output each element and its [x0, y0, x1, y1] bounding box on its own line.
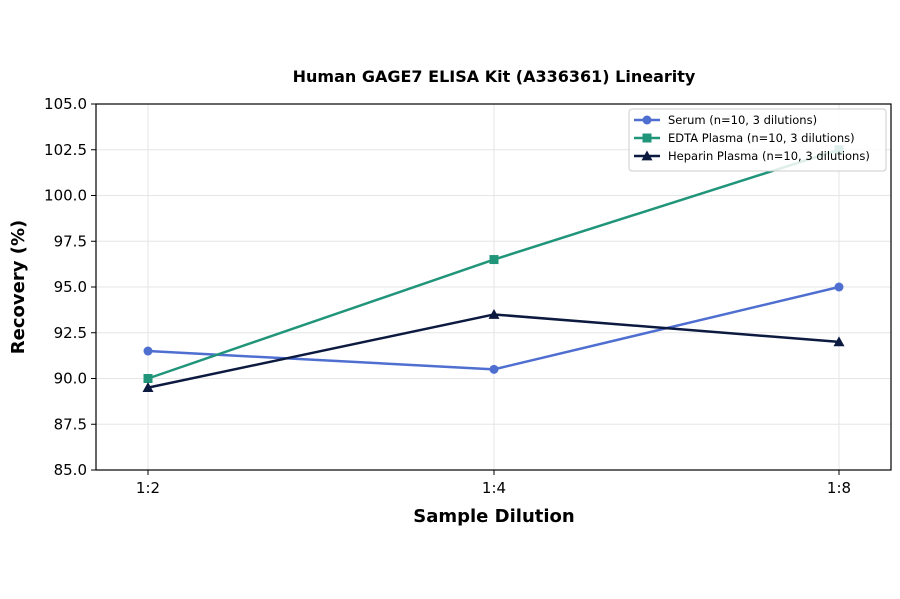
y-tick-label: 90.0: [54, 370, 87, 388]
legend-item: Serum (n=10, 3 dilutions): [634, 113, 817, 127]
legend-marker: [642, 115, 652, 125]
legend: Serum (n=10, 3 dilutions) EDTA Plasma (n=…: [628, 108, 887, 172]
legend-label: Heparin Plasma (n=10, 3 dilutions): [668, 149, 870, 163]
ticks-layer: 85.0 87.5 90.0 92.5 95.0 97.5 100.0 102.5 105.0 1…: [44, 95, 851, 497]
y-axis-label: Recovery (%): [8, 220, 29, 354]
y-tick-label: 105.0: [44, 95, 87, 113]
data-point: [489, 255, 499, 265]
legend-label: Serum (n=10, 3 dilutions): [668, 113, 817, 127]
x-axis-label: Sample Dilution: [413, 506, 574, 527]
legend-item: Heparin Plasma (n=10, 3 dilutions): [634, 149, 870, 163]
x-tick-label: 1:4: [482, 479, 506, 497]
legend-marker: [642, 133, 652, 143]
chart-title: Human GAGE7 ELISA Kit (A336361) Linearit…: [293, 67, 696, 86]
series-layer: [142, 145, 845, 393]
data-point: [489, 364, 499, 374]
y-tick-label: 87.5: [54, 415, 87, 433]
series-1: [143, 282, 844, 374]
y-tick-label: 85.0: [54, 461, 87, 479]
data-point: [142, 382, 154, 393]
data-point: [833, 336, 845, 347]
legend-marker: [641, 150, 653, 161]
y-tick-label: 97.5: [54, 232, 87, 250]
data-point: [143, 374, 153, 383]
x-tick-label: 1:8: [827, 479, 851, 497]
data-point: [834, 282, 844, 292]
series-3: [142, 308, 845, 393]
legend-label: EDTA Plasma (n=10, 3 dilutions): [668, 131, 855, 145]
legend-item: EDTA Plasma (n=10, 3 dilutions): [634, 131, 855, 145]
legend-box: [628, 108, 887, 172]
y-tick-label: 92.5: [54, 324, 87, 342]
y-tick-label: 102.5: [44, 141, 87, 159]
data-point: [488, 308, 500, 319]
y-tick-label: 95.0: [54, 278, 87, 296]
data-point: [143, 346, 153, 356]
y-tick-label: 100.0: [44, 187, 87, 205]
x-tick-label: 1:2: [136, 479, 160, 497]
